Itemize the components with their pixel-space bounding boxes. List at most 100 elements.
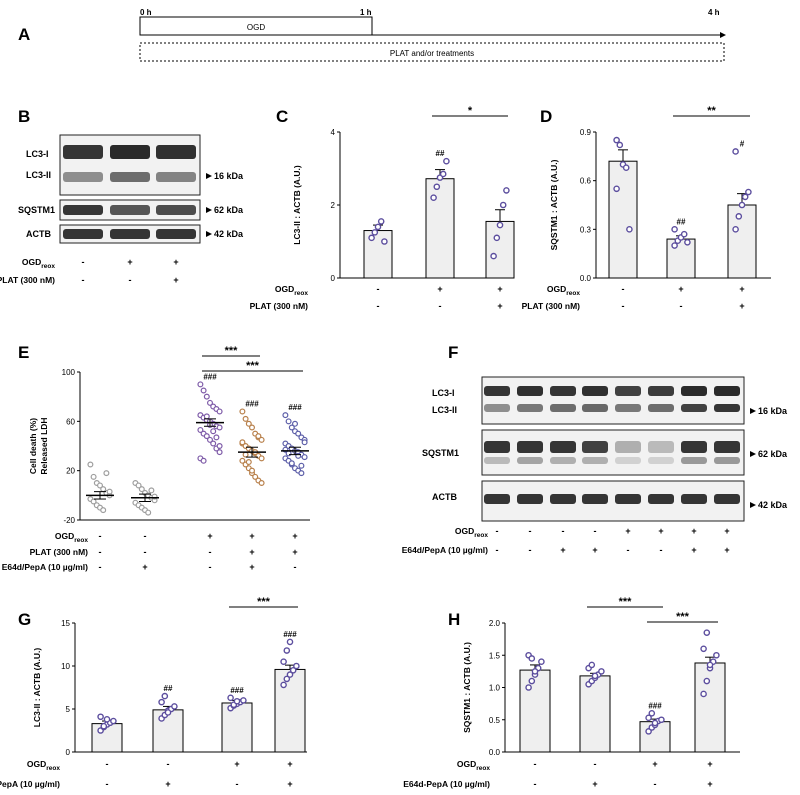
- blot-band: [517, 457, 543, 464]
- blot-b-lc3ii-label: LC3-II: [26, 170, 51, 180]
- blot-band: [615, 494, 641, 504]
- data-point: [648, 710, 656, 717]
- data-point: [87, 461, 94, 468]
- data-point: [100, 722, 108, 730]
- blot-band: [582, 494, 608, 504]
- bar: [519, 669, 551, 753]
- blot-f-actb-label: ACTB: [432, 492, 457, 502]
- timeline-0h: 0 h: [140, 8, 152, 17]
- data-point: [216, 449, 223, 456]
- data-point: [239, 457, 246, 464]
- data-point: [439, 170, 447, 178]
- blot-band: [550, 404, 576, 412]
- condition-sign: -: [622, 301, 625, 311]
- blot-band: [550, 441, 576, 453]
- kda-arrow-icon: [750, 502, 756, 508]
- data-point: [684, 239, 691, 246]
- blot-band: [648, 404, 674, 412]
- data-point: [103, 716, 111, 723]
- blot-band: [648, 386, 674, 396]
- data-point: [239, 439, 246, 446]
- hash-annotation: ###: [288, 403, 302, 412]
- condition-sign: +: [142, 562, 147, 572]
- blot-band: [63, 172, 103, 182]
- y-tick-label: 15: [61, 619, 70, 628]
- data-point: [240, 697, 247, 704]
- condition-sign: -: [106, 779, 109, 789]
- data-point: [171, 703, 178, 710]
- blot-f-lc3i-label: LC3-I: [432, 388, 455, 398]
- data-point: [216, 443, 223, 450]
- condition-sign: +: [497, 301, 502, 311]
- blot-band: [484, 404, 510, 412]
- bar: [152, 709, 184, 753]
- condition-label: E64d-PepA (10 µg/ml): [0, 779, 60, 789]
- data-point: [197, 426, 204, 433]
- data-point: [680, 230, 688, 238]
- condition-sign: +: [497, 284, 502, 294]
- blot-b-kda-16: 16 kDa: [214, 171, 244, 181]
- condition-sign: -: [82, 257, 85, 267]
- blot-band: [550, 494, 576, 504]
- timeline-1h: 1 h: [360, 8, 372, 17]
- blot-band: [582, 386, 608, 396]
- data-point: [293, 662, 300, 670]
- blot-f-kda-62: 62 kDa: [758, 449, 788, 459]
- data-point: [700, 645, 707, 653]
- data-point: [741, 193, 749, 201]
- panel-label-h: H: [448, 610, 460, 629]
- condition-label: E64d/PepA (10 µg/ml): [402, 545, 488, 555]
- condition-sign: +: [691, 526, 696, 536]
- y-tick-label: -20: [63, 516, 75, 525]
- panel-label-c: C: [276, 107, 288, 126]
- data-point: [499, 201, 507, 209]
- timeline-ogd-label: OGD: [247, 23, 265, 32]
- data-point: [280, 681, 287, 689]
- condition-sign: +: [724, 526, 729, 536]
- bar: [91, 723, 123, 753]
- blot-band: [517, 386, 543, 396]
- data-point: [371, 229, 379, 236]
- data-point: [528, 655, 536, 662]
- condition-sign: -: [129, 275, 132, 285]
- data-point: [203, 393, 210, 400]
- significance-label: ***: [225, 345, 239, 357]
- condition-sign: +: [739, 301, 744, 311]
- condition-sign: +: [652, 759, 657, 769]
- data-point: [598, 668, 605, 675]
- bar: [485, 220, 515, 279]
- blot-band: [517, 404, 543, 412]
- y-tick-label: 0: [66, 748, 71, 757]
- bar: [274, 668, 306, 753]
- y-axis-label: Released LDH: [39, 417, 49, 474]
- condition-sign: +: [437, 284, 442, 294]
- data-point: [203, 433, 210, 440]
- data-point: [200, 387, 207, 394]
- condition-label: OGDreox: [22, 257, 55, 270]
- condition-label: OGDreox: [455, 526, 488, 539]
- data-point: [295, 430, 302, 437]
- y-tick-label: 0.9: [580, 128, 592, 137]
- panel-label-d: D: [540, 107, 552, 126]
- data-point: [616, 141, 624, 149]
- significance-label: *: [468, 105, 473, 117]
- y-tick-label: 2: [331, 201, 336, 210]
- data-point: [164, 709, 172, 716]
- condition-sign: -: [99, 547, 102, 557]
- data-point: [283, 675, 291, 683]
- blot-f-lc3ii-label: LC3-II: [432, 405, 457, 415]
- condition-label: OGDreox: [55, 531, 88, 544]
- condition-label: OGDreox: [547, 284, 580, 297]
- condition-sign: +: [691, 545, 696, 555]
- condition-sign: -: [627, 545, 630, 555]
- data-point: [286, 671, 294, 678]
- condition-label: OGDreox: [275, 284, 308, 297]
- condition-sign: +: [658, 526, 663, 536]
- data-point: [671, 226, 678, 233]
- blot-f-sqstm1-label: SQSTM1: [422, 448, 459, 458]
- condition-sign: -: [529, 545, 532, 555]
- blot-band: [681, 494, 707, 504]
- condition-sign: -: [529, 526, 532, 536]
- data-point: [110, 717, 117, 725]
- y-tick-label: 4: [331, 128, 336, 137]
